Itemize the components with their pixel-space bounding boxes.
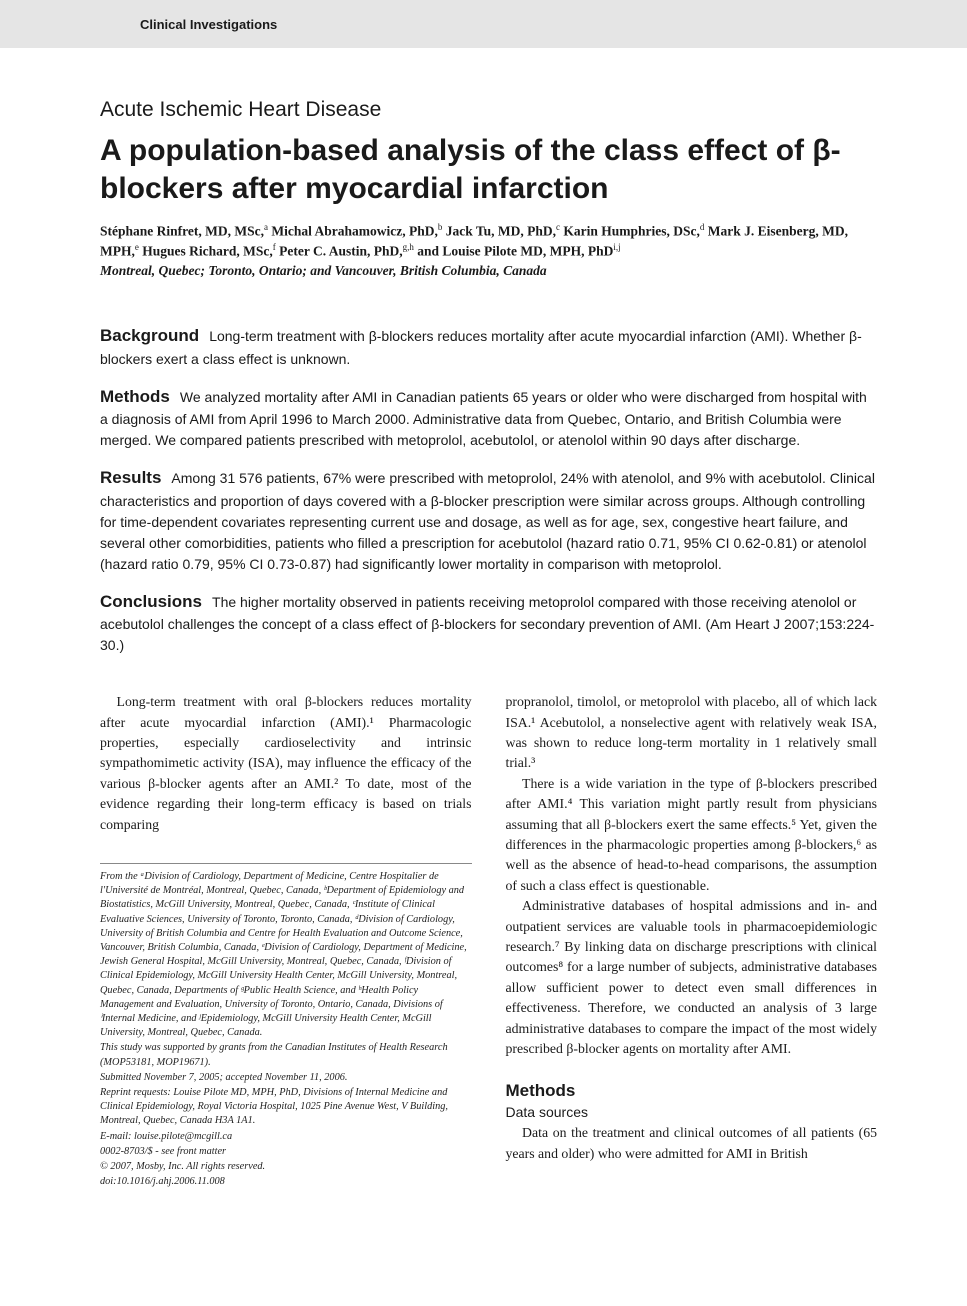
body-para: There is a wide variation in the type of… (506, 774, 878, 896)
body-para: Long-term treatment with oral β-blockers… (100, 692, 472, 835)
abstract-conclusions-text: The higher mortality observed in patient… (100, 594, 874, 654)
abstract-results: ResultsAmong 31 576 patients, 67% were p… (100, 465, 877, 575)
two-column-body: Long-term treatment with oral β-blockers… (100, 692, 877, 1190)
left-column: Long-term treatment with oral β-blockers… (100, 692, 472, 1190)
abstract-methods: MethodsWe analyzed mortality after AMI i… (100, 384, 877, 452)
affiliations-line: Montreal, Quebec; Toronto, Ontario; and … (100, 263, 877, 279)
abstract-background-text: Long-term treatment with β-blockers redu… (100, 328, 862, 367)
abstract: BackgroundLong-term treatment with β-blo… (100, 323, 877, 656)
abstract-results-text: Among 31 576 patients, 67% were prescrib… (100, 470, 875, 572)
header-bar: Clinical Investigations (0, 0, 967, 48)
abstract-conclusions: ConclusionsThe higher mortality observed… (100, 589, 877, 657)
body-para: propranolol, timolol, or metoprolol with… (506, 692, 878, 774)
abstract-results-label: Results (100, 468, 161, 487)
footnote-submitted: Submitted November 7, 2005; accepted Nov… (100, 1071, 472, 1085)
footnote-from: From the ᵃDivision of Cardiology, Depart… (100, 870, 472, 1040)
abstract-methods-label: Methods (100, 387, 170, 406)
content-area: Acute Ischemic Heart Disease A populatio… (0, 48, 967, 1230)
right-column: propranolol, timolol, or metoprolol with… (506, 692, 878, 1190)
abstract-methods-text: We analyzed mortality after AMI in Canad… (100, 389, 867, 449)
abstract-conclusions-label: Conclusions (100, 592, 202, 611)
abstract-background-label: Background (100, 326, 199, 345)
abstract-background: BackgroundLong-term treatment with β-blo… (100, 323, 877, 370)
body-text-right: propranolol, timolol, or metoprolol with… (506, 692, 878, 1059)
footnotes: From the ᵃDivision of Cardiology, Depart… (100, 863, 472, 1189)
footnote-issn: 0002-8703/$ - see front matter (100, 1145, 472, 1159)
methods-body: Data on the treatment and clinical outco… (506, 1123, 878, 1164)
body-para: Data on the treatment and clinical outco… (506, 1123, 878, 1164)
header-bar-label: Clinical Investigations (140, 17, 277, 32)
article-title: A population-based analysis of the class… (100, 132, 877, 207)
footnote-doi: doi:10.1016/j.ahj.2006.11.008 (100, 1175, 472, 1189)
footnote-copyright: © 2007, Mosby, Inc. All rights reserved. (100, 1160, 472, 1174)
section-label: Acute Ischemic Heart Disease (100, 98, 877, 122)
footnote-email: E-mail: louise.pilote@mcgill.ca (100, 1130, 472, 1144)
body-text-left: Long-term treatment with oral β-blockers… (100, 692, 472, 835)
body-para: Administrative databases of hospital adm… (506, 896, 878, 1059)
footnote-reprint: Reprint requests: Louise Pilote MD, MPH,… (100, 1086, 472, 1129)
footnote-grant: This study was supported by grants from … (100, 1041, 472, 1069)
methods-heading: Methods (506, 1081, 878, 1101)
page: Clinical Investigations Acute Ischemic H… (0, 0, 967, 1306)
methods-subheading: Data sources (506, 1104, 878, 1120)
authors: Stéphane Rinfret, MD, MSc,a Michal Abrah… (100, 221, 877, 261)
